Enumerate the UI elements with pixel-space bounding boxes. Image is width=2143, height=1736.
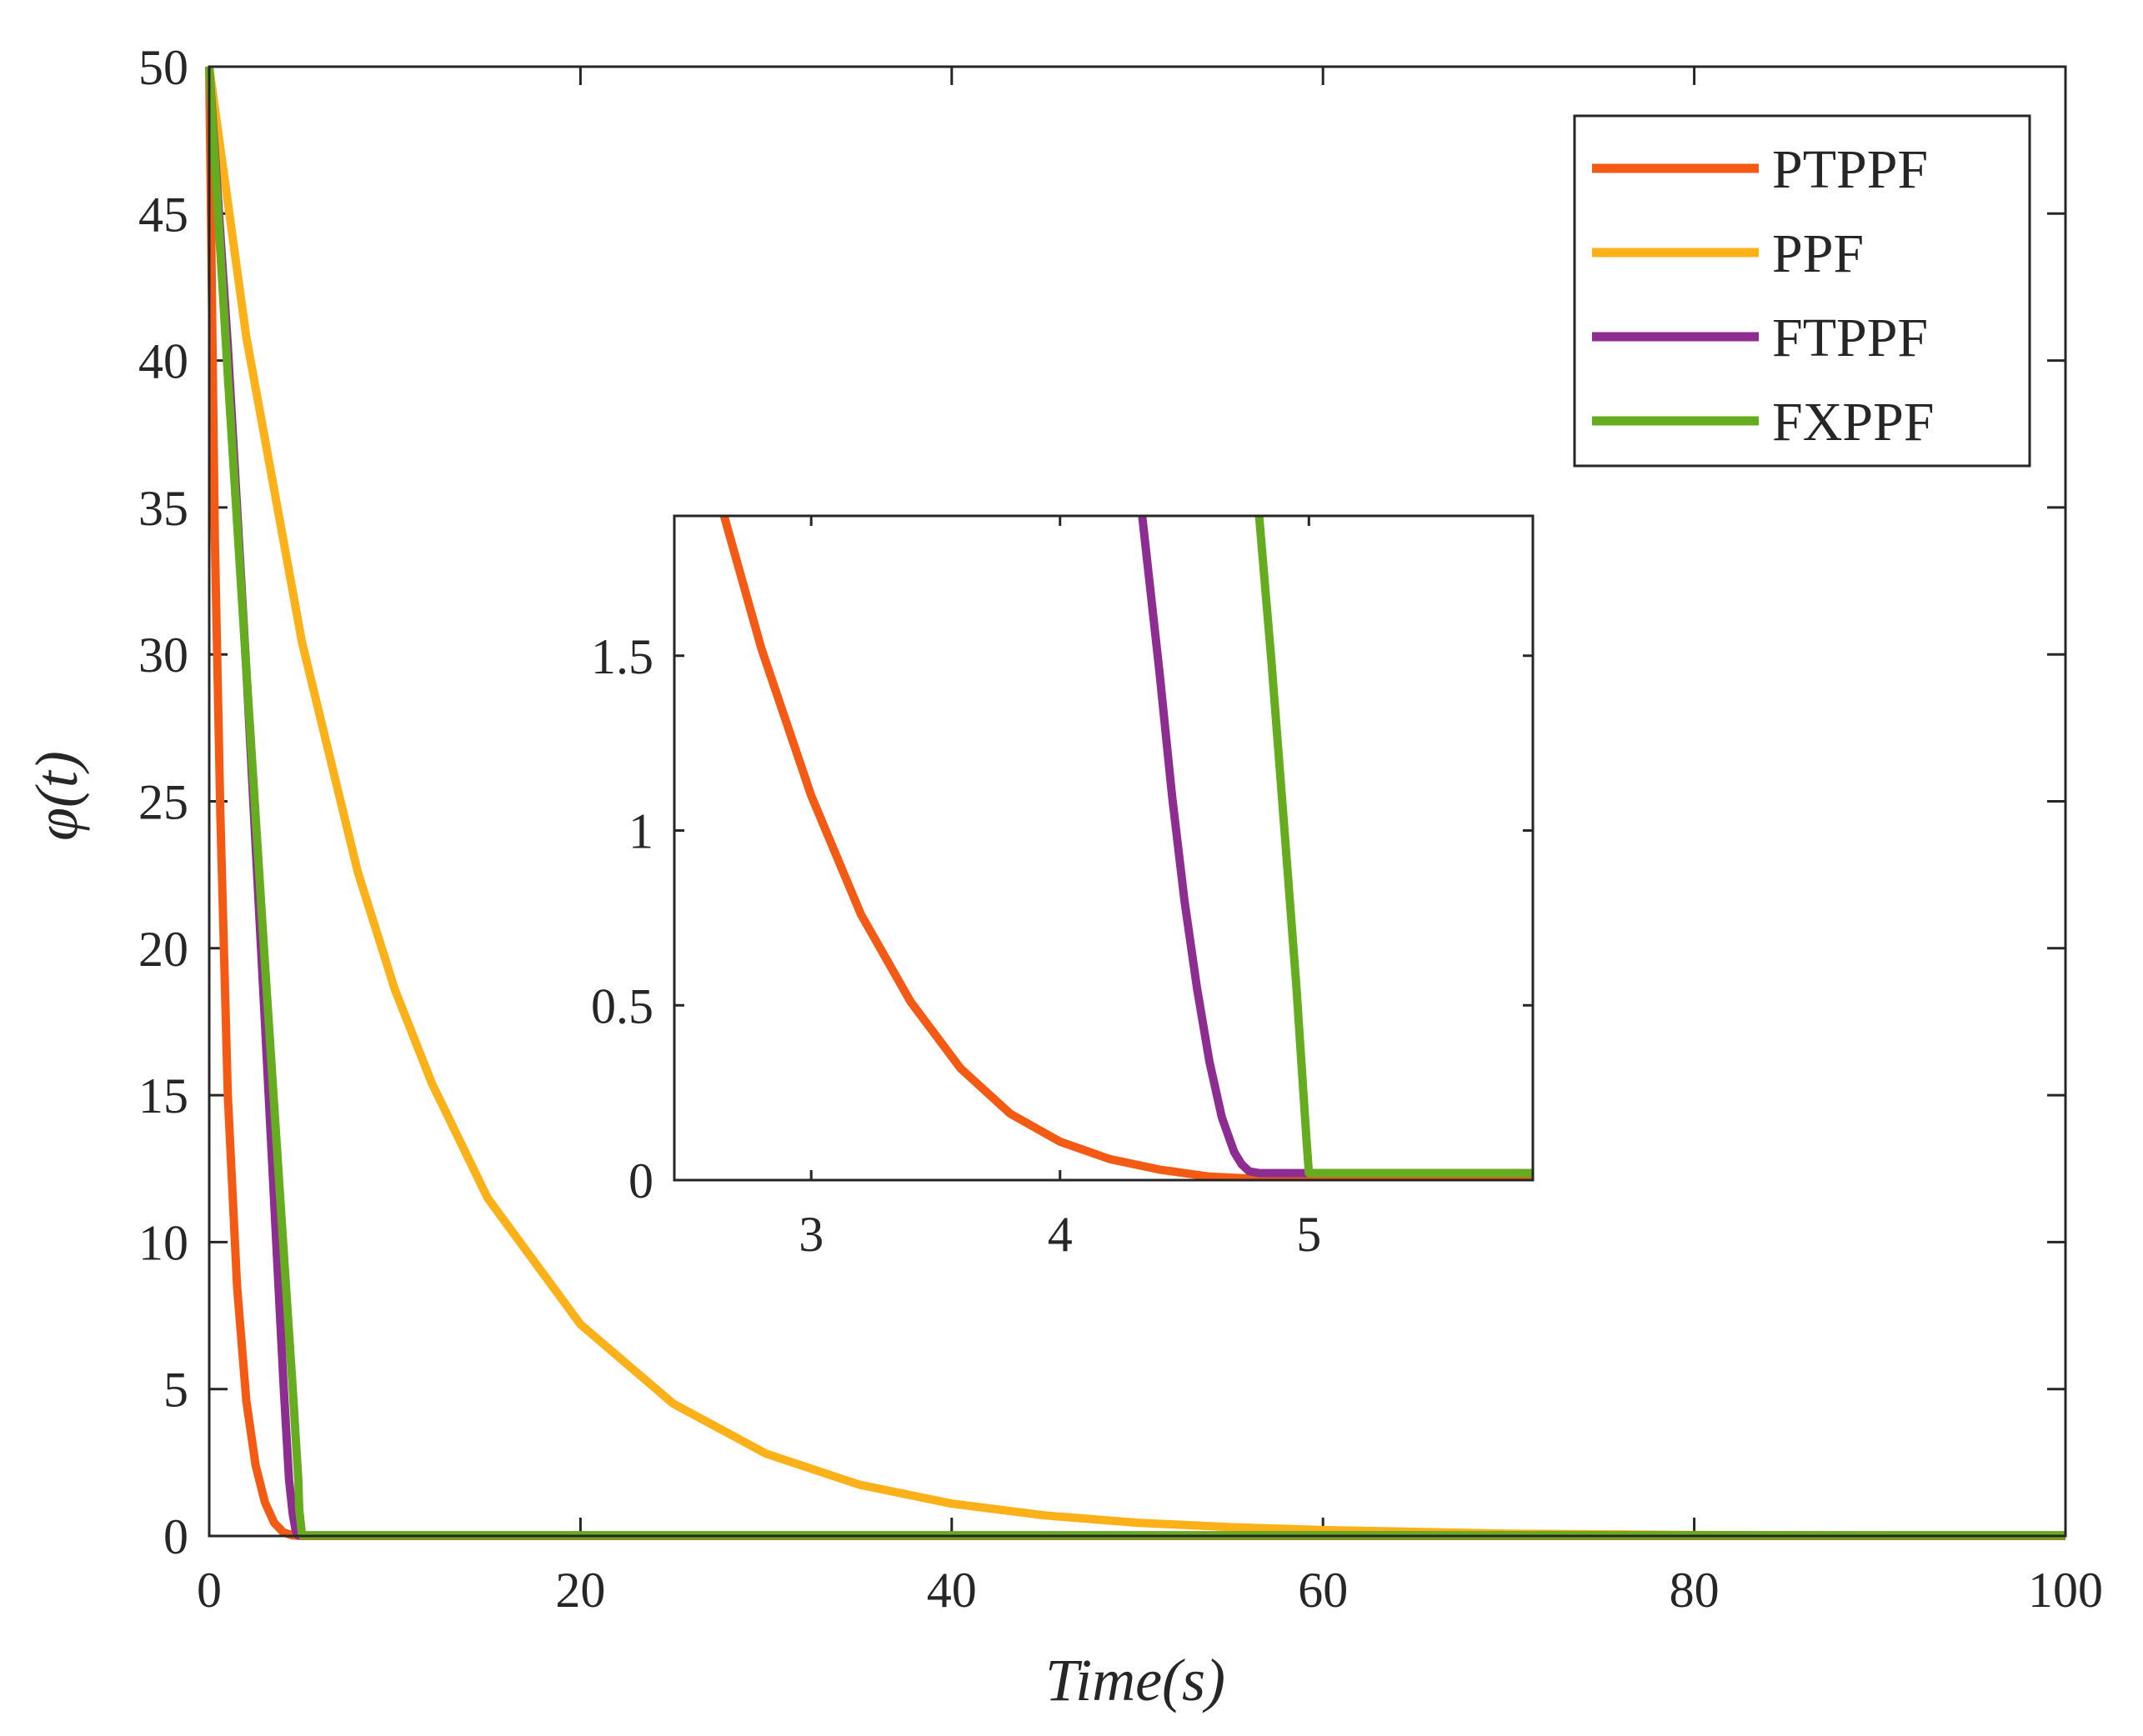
x-tick-labels: 0 20 40 60 80 100 [197,1563,2103,1618]
inset-x-tick-label: 5 [1296,1207,1321,1262]
legend-label-fxppf: FXPPF [1772,392,1935,453]
x-tick-label: 40 [927,1563,977,1618]
y-axis-label: φ(t) [23,751,90,841]
inset-series-line-ftppf [1138,516,1533,1178]
y-tick-label: 45 [138,187,188,242]
y-tick-label: 35 [138,481,188,536]
y-tick-label: 0 [163,1509,188,1564]
x-tick-label: 60 [1298,1563,1348,1618]
inset-y-tick-label: 1 [628,804,653,859]
x-tick-label: 80 [1670,1563,1720,1618]
y-tick-label: 10 [138,1215,188,1270]
inset-series-line-ptppf [719,516,1533,1180]
legend-label-ftppf: FTPPF [1772,308,1928,368]
y-tick-label: 5 [163,1363,188,1418]
legend-label-ppf: PPF [1772,223,1864,284]
main-plot-frame [208,65,2067,1538]
x-tick-label: 20 [555,1563,605,1618]
legend: PTPPF PPF FTPPF FXPPF [1573,114,2031,468]
y-tick-label: 50 [138,40,188,95]
inset-y-tick-label: 0.5 [591,978,653,1033]
inset-x-tick-label: 3 [799,1207,824,1262]
y-tick-label: 40 [138,334,188,389]
inset-y-tick-label: 1.5 [591,629,653,684]
legend-box [1573,114,2031,468]
y-tick-label: 30 [138,628,188,683]
inset-plot-frame [673,514,1535,1182]
x-axis-label: Time(s) [1045,1647,1225,1713]
y-tick-label: 20 [138,922,188,977]
inset-y-tick-labels: 0 0.5 1 1.5 [591,629,653,1208]
series-line-ppf [205,66,2066,1540]
inset-axes: 3 4 5 0 0.5 1 1.5 [591,514,1535,1262]
inset-y-tick-label: 0 [628,1153,653,1208]
inset-background [674,516,1533,1180]
y-tick-label: 25 [138,775,188,830]
y-tick-label: 15 [138,1068,188,1123]
legend-items: PTPPF PPF FTPPF FXPPF [1592,139,1935,453]
inset-x-tick-labels: 3 4 5 [799,1207,1321,1262]
x-tick-label: 0 [197,1563,222,1618]
y-tick-labels: 0 5 10 15 20 25 30 35 40 45 50 [138,40,188,1564]
inset-x-tick-label: 4 [1048,1207,1073,1262]
inset-plot-lines [719,516,1533,1180]
legend-label-ptppf: PTPPF [1772,139,1928,200]
x-tick-label: 100 [2028,1563,2103,1618]
inset-series-line-fxppf [1254,516,1533,1178]
